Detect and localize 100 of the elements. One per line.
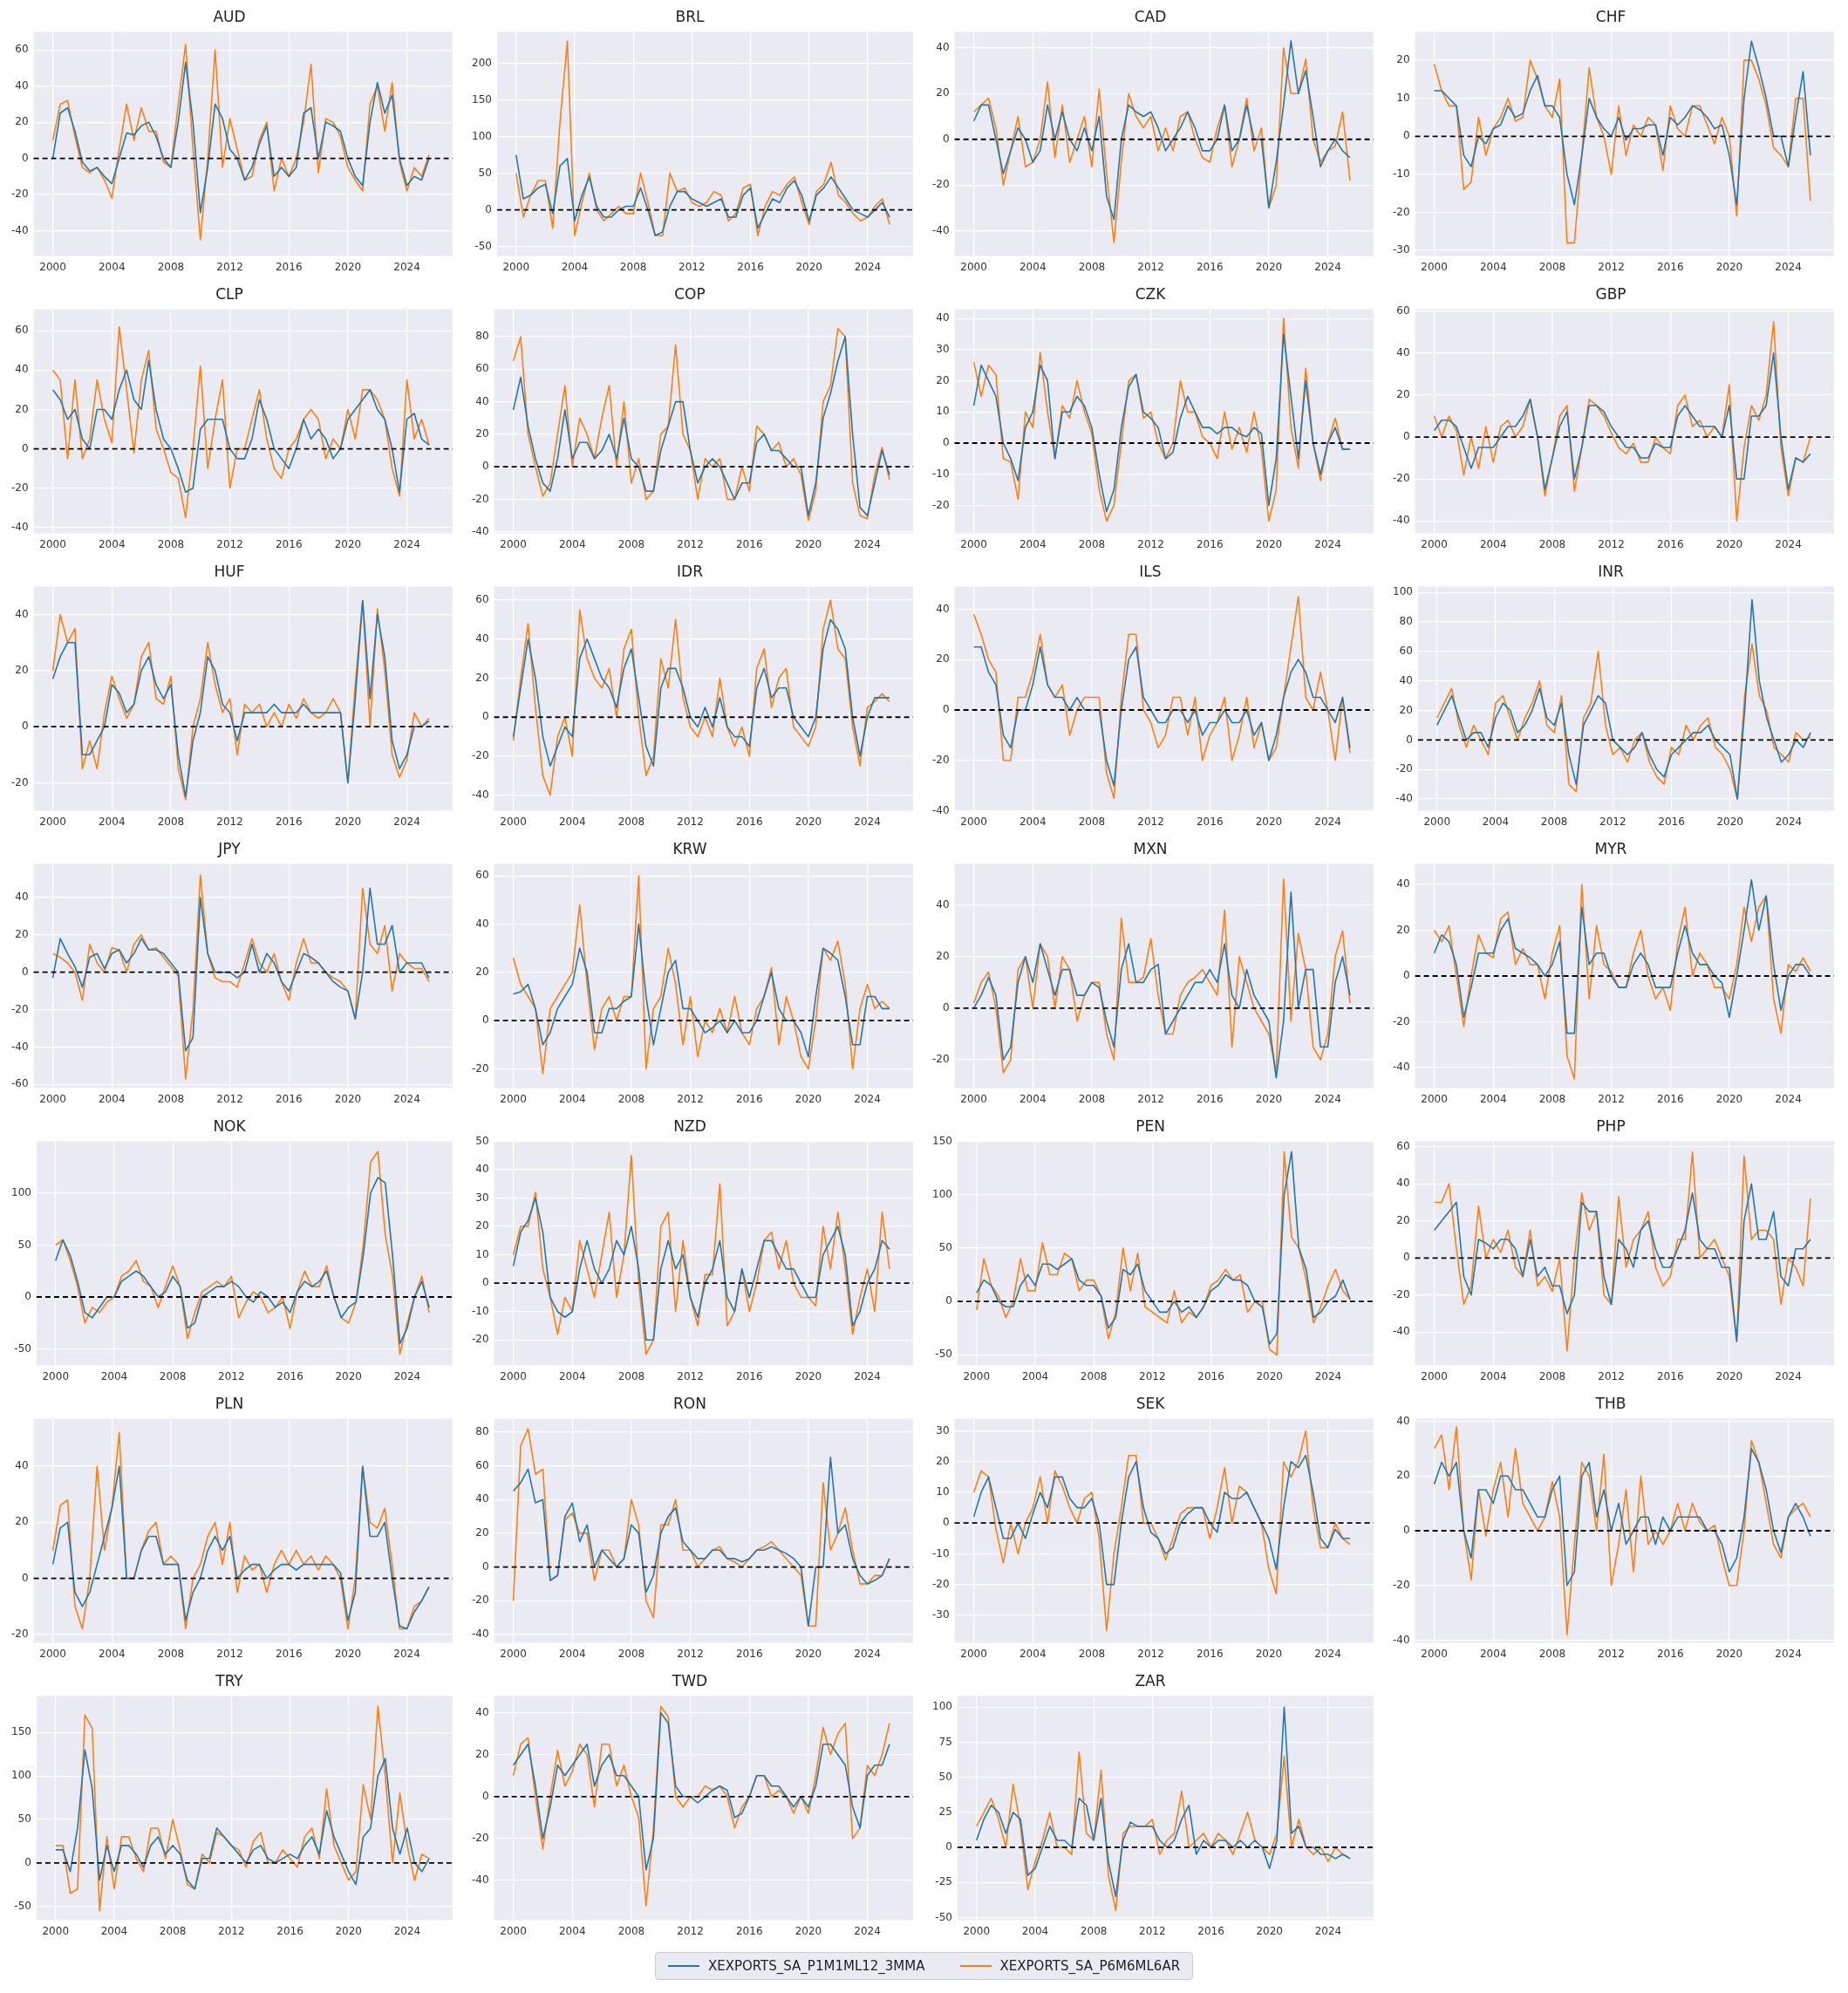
- x-tick-label: 2000: [960, 260, 987, 273]
- x-tick-label: 2020: [794, 1924, 822, 1937]
- x-tick-label: 2020: [1255, 1647, 1283, 1660]
- legend-label: XEXPORTS_SA_P6M6ML6AR: [999, 1958, 1181, 1974]
- x-tick-label: 2000: [39, 537, 66, 550]
- x-tick-label: 2004: [100, 1924, 128, 1937]
- x-tick-label: 2016: [275, 537, 303, 550]
- y-tick-label: 20: [1396, 53, 1410, 66]
- x-tick-label: 2016: [735, 1092, 763, 1105]
- y-tick-label: -20: [471, 1333, 489, 1346]
- y-tick-label: 20: [1396, 923, 1410, 936]
- y-tick-label: 100: [1393, 585, 1413, 598]
- y-tick-label: 0: [1406, 733, 1413, 746]
- y-tick-label: 20: [1396, 1213, 1410, 1226]
- y-tick-label: 80: [475, 1425, 489, 1437]
- y-tick-label: 0: [481, 1014, 489, 1027]
- chart-title: RON: [673, 1394, 706, 1412]
- y-tick-label: 75: [938, 1735, 952, 1748]
- x-tick-label: 2012: [216, 537, 243, 550]
- x-tick-label: 2020: [1255, 537, 1283, 550]
- y-tick-label: -40: [1392, 1061, 1410, 1074]
- x-tick-label: 2008: [1538, 1092, 1566, 1105]
- x-tick-label: 2024: [1314, 1647, 1341, 1660]
- y-tick-label: -40: [471, 524, 489, 537]
- x-tick-label: 2012: [1137, 1092, 1164, 1105]
- x-tick-label: 2008: [617, 1369, 645, 1382]
- x-tick-label: 2024: [393, 1647, 420, 1660]
- y-tick-label: 60: [475, 362, 489, 375]
- y-tick-label: -40: [1392, 1633, 1410, 1646]
- y-tick-label: 40: [15, 607, 29, 620]
- x-tick-label: 2004: [98, 260, 126, 273]
- x-tick-label: 2000: [500, 1369, 527, 1382]
- x-tick-label: 2016: [1196, 815, 1224, 828]
- x-tick-label: 2016: [1196, 260, 1224, 273]
- x-tick-label: 2008: [617, 1092, 645, 1105]
- x-tick-label: 2020: [1255, 1092, 1283, 1105]
- x-tick-label: 2000: [39, 1092, 66, 1105]
- x-tick-label: 2024: [854, 537, 881, 550]
- y-tick-label: 50: [478, 166, 492, 179]
- y-tick-label: 40: [475, 1705, 489, 1718]
- x-tick-label: 2016: [735, 1647, 763, 1660]
- x-tick-label: 2024: [1314, 1092, 1341, 1105]
- x-tick-label: 2020: [1715, 537, 1743, 550]
- y-tick-label: 20: [15, 927, 29, 940]
- chart-title: TRY: [215, 1671, 244, 1689]
- y-tick-label: -20: [931, 1053, 950, 1066]
- x-tick-label: 2000: [960, 1092, 987, 1105]
- y-tick-label: -20: [931, 178, 950, 191]
- y-tick-label: 100: [11, 1186, 31, 1199]
- y-tick-label: 40: [475, 1492, 489, 1505]
- chart-title: PHP: [1596, 1116, 1626, 1135]
- x-tick-label: 2020: [1715, 1647, 1743, 1660]
- x-tick-label: 2004: [1019, 260, 1047, 273]
- x-tick-label: 2024: [854, 1369, 881, 1382]
- y-tick-label: -50: [14, 1899, 31, 1912]
- x-tick-label: 2024: [1775, 1647, 1802, 1660]
- y-tick-label: -20: [1395, 762, 1413, 775]
- x-tick-label: 2024: [1314, 537, 1341, 550]
- x-tick-label: 2008: [157, 537, 185, 550]
- chart-title: GBP: [1595, 284, 1626, 303]
- x-tick-label: 2000: [42, 1924, 70, 1937]
- y-tick-label: -20: [931, 498, 950, 511]
- chart-title: SEK: [1135, 1394, 1166, 1412]
- y-tick-label: 30: [936, 342, 950, 355]
- x-tick-label: 2024: [393, 1369, 421, 1382]
- chart-title: ILS: [1139, 562, 1162, 580]
- x-tick-label: 2008: [1540, 815, 1568, 828]
- x-tick-label: 2008: [1538, 1647, 1566, 1660]
- x-tick-label: 2020: [1715, 1092, 1743, 1105]
- chart-title: PLN: [215, 1394, 244, 1412]
- y-tick-label: -20: [10, 481, 29, 494]
- y-tick-label: 150: [472, 92, 492, 106]
- x-tick-label: 2012: [1139, 1369, 1166, 1382]
- x-tick-label: 2000: [960, 537, 987, 550]
- x-tick-label: 2020: [794, 1369, 822, 1382]
- y-tick-label: 10: [475, 1247, 489, 1260]
- x-tick-label: 2012: [1599, 815, 1626, 828]
- chart-title: CLP: [215, 284, 243, 303]
- y-tick-label: 40: [15, 891, 29, 904]
- x-tick-label: 2008: [617, 1924, 645, 1937]
- y-tick-label: 0: [1402, 129, 1410, 142]
- y-tick-label: 40: [15, 78, 29, 92]
- y-tick-label: -40: [10, 1040, 29, 1053]
- x-tick-label: 2000: [963, 1924, 991, 1937]
- x-tick-label: 2004: [98, 815, 126, 828]
- y-tick-label: -20: [1392, 205, 1410, 218]
- chart-title: TWD: [671, 1671, 708, 1689]
- x-tick-label: 2016: [1656, 1092, 1684, 1105]
- x-tick-label: 2020: [1256, 1924, 1283, 1937]
- y-tick-label: 80: [1399, 615, 1413, 628]
- x-tick-label: 2004: [1479, 260, 1507, 273]
- x-tick-label: 2004: [1019, 1092, 1047, 1105]
- x-tick-label: 2008: [617, 815, 645, 828]
- chart-title: AUD: [213, 7, 246, 25]
- y-tick-label: 200: [472, 56, 492, 69]
- x-tick-label: 2008: [1078, 815, 1106, 828]
- y-tick-label: 0: [21, 151, 29, 164]
- y-tick-label: 0: [21, 1571, 29, 1584]
- x-tick-label: 2016: [1197, 1924, 1224, 1937]
- x-tick-label: 2012: [677, 1369, 704, 1382]
